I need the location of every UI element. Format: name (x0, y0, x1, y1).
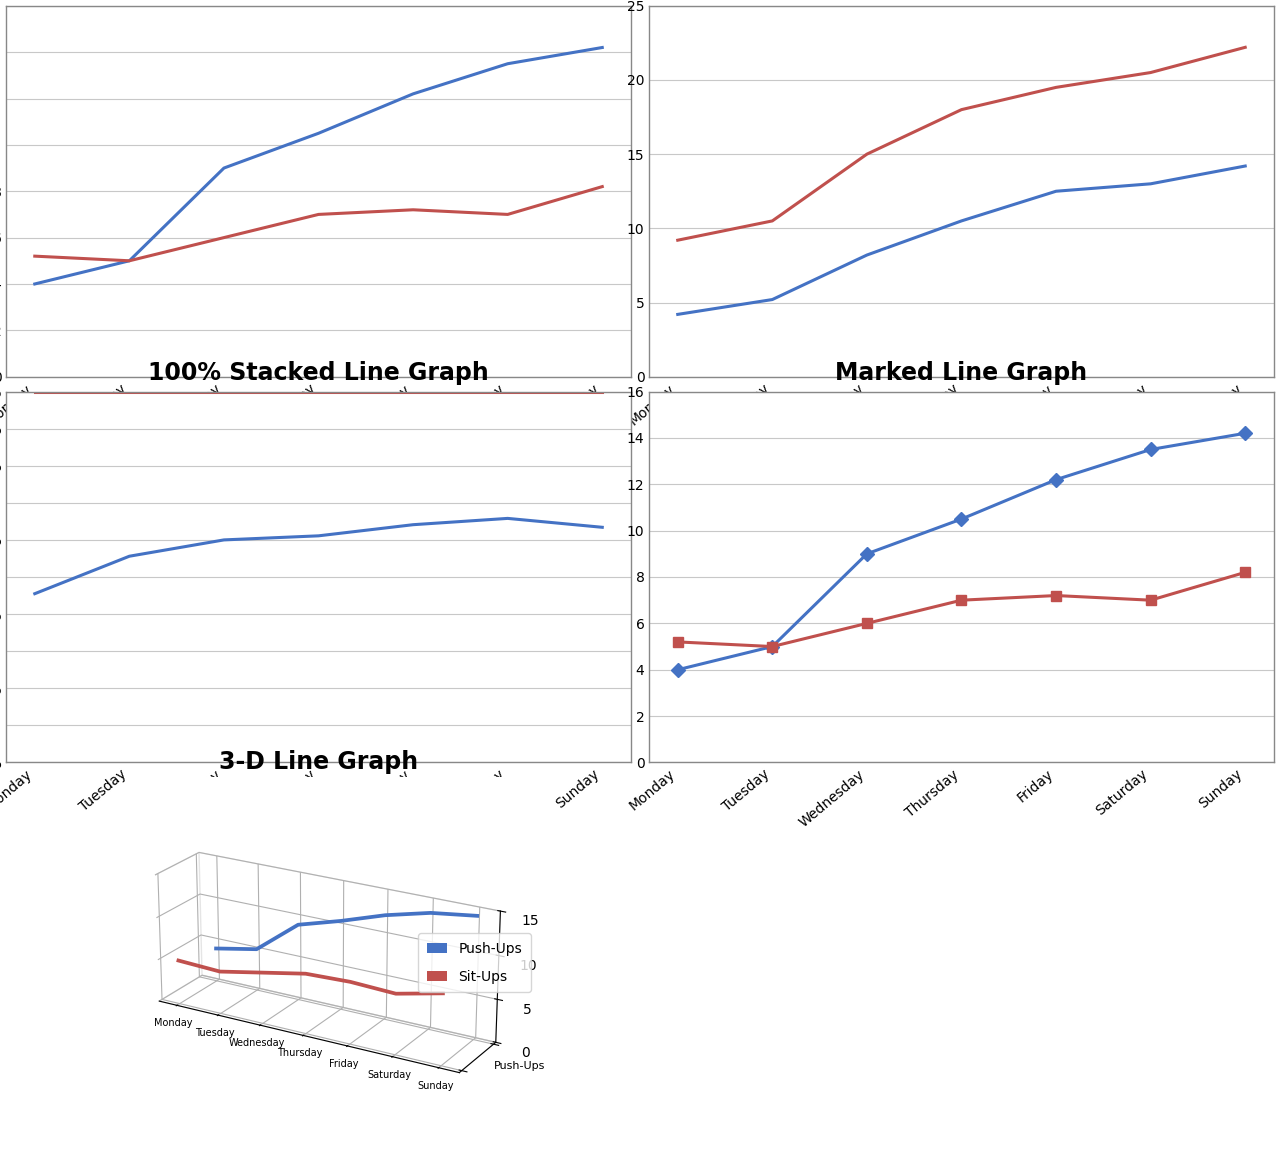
Legend: Sit-Ups, Push-Ups: Sit-Ups, Push-Ups (650, 530, 765, 587)
Legend: Push-Ups, Sit-Ups: Push-Ups, Sit-Ups (419, 934, 530, 992)
Title: 3-D Line Graph: 3-D Line Graph (219, 750, 419, 774)
Title: Marked Line Graph: Marked Line Graph (836, 361, 1088, 385)
Title: 100% Stacked Line Graph: 100% Stacked Line Graph (148, 361, 489, 385)
Legend: Push-Ups, Sit-Ups: Push-Ups, Sit-Ups (650, 125, 765, 183)
